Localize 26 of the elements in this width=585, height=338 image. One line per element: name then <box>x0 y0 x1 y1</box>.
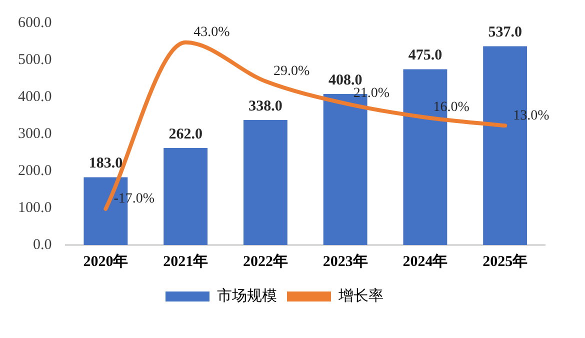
data-label: 21.0% <box>353 86 390 102</box>
legend-label: 市场规模 <box>217 287 277 304</box>
data-label: 262.0 <box>168 126 202 142</box>
y-tick-label: 500.0 <box>18 52 52 68</box>
bar <box>164 148 208 245</box>
x-tick-label: 2023年 <box>322 252 368 270</box>
x-tick-label: 2024年 <box>402 252 448 270</box>
y-tick-label: 100.0 <box>18 200 52 216</box>
data-label: 537.0 <box>488 24 522 41</box>
data-label: 408.0 <box>328 72 362 88</box>
y-tick-label: 200.0 <box>18 162 52 179</box>
y-tick-label: 0.0 <box>33 236 52 253</box>
data-label: 183.0 <box>88 156 123 172</box>
data-label: 475.0 <box>408 48 442 64</box>
x-tick-label: 2021年 <box>163 252 208 270</box>
x-tick-label: 2020年 <box>83 252 128 270</box>
data-label: 43.0% <box>194 25 230 40</box>
bar <box>243 120 288 245</box>
y-tick-label: 600.0 <box>18 14 52 31</box>
data-label: 338.0 <box>248 98 282 114</box>
data-label: 29.0% <box>273 64 310 79</box>
x-tick-label: 2022年 <box>242 252 288 270</box>
y-tick-label: 400.0 <box>18 88 52 105</box>
x-tick-label: 2025年 <box>482 252 528 270</box>
legend-label: 增长率 <box>338 287 384 304</box>
y-tick-label: 300.0 <box>18 126 52 142</box>
